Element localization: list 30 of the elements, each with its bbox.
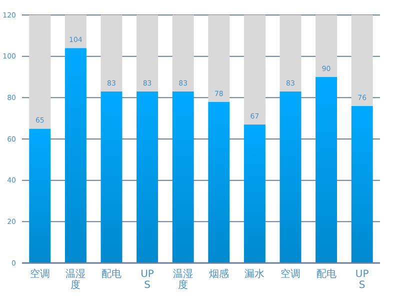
bar bbox=[172, 15, 194, 92]
bar bbox=[29, 15, 51, 129]
bar bbox=[351, 15, 373, 106]
bar bbox=[136, 15, 158, 92]
bar bbox=[316, 15, 338, 77]
bar bbox=[208, 102, 230, 263]
bar bbox=[351, 106, 373, 263]
bar bbox=[100, 91, 122, 263]
bar bbox=[100, 15, 122, 92]
bar bbox=[64, 15, 86, 48]
x-tick-label: 空调 bbox=[30, 268, 50, 280]
x-tick-label: 空调 bbox=[280, 268, 300, 280]
bar bbox=[244, 15, 266, 125]
bar bbox=[280, 15, 302, 92]
bar bbox=[280, 91, 302, 263]
bar bbox=[244, 124, 266, 263]
x-tick-label: 漏水 bbox=[244, 268, 265, 280]
bar bbox=[208, 15, 230, 102]
bar bbox=[316, 77, 338, 263]
x-tick-label: UPS bbox=[355, 269, 369, 291]
bar bbox=[29, 128, 51, 263]
x-tick-label: 配电 bbox=[316, 268, 336, 280]
x-tick-label: 配电 bbox=[102, 268, 122, 280]
bar bbox=[64, 48, 86, 263]
x-tick-label: 温湿度 bbox=[173, 268, 194, 291]
x-tick-label: 烟感 bbox=[208, 268, 229, 280]
x-tick-label: UPS bbox=[140, 269, 154, 291]
bar bbox=[172, 91, 194, 263]
x-tick-label: 温湿度 bbox=[66, 268, 86, 291]
bar bbox=[136, 91, 158, 263]
